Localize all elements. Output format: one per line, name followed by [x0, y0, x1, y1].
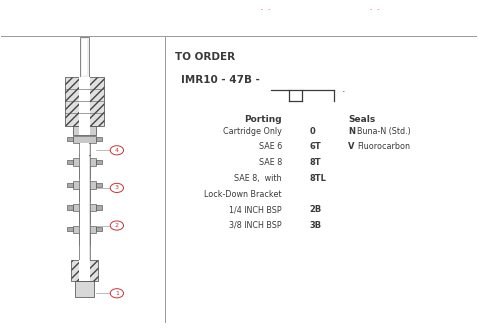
Bar	[67, 137, 73, 142]
Bar	[96, 206, 102, 210]
Bar	[78, 212, 90, 224]
Bar	[73, 158, 97, 166]
Text: SAE 6: SAE 6	[259, 143, 282, 151]
Text: SAE 8,  with: SAE 8, with	[234, 174, 282, 183]
Bar	[73, 204, 97, 212]
Text: 1/4 INCH BSP: 1/4 INCH BSP	[229, 205, 282, 214]
Bar	[78, 155, 90, 260]
Bar	[78, 166, 90, 178]
Text: 8TL: 8TL	[309, 174, 326, 183]
Text: Porting: Porting	[244, 115, 282, 124]
Bar	[79, 260, 90, 281]
Bar	[78, 188, 90, 201]
Text: Lock-Down Bracket: Lock-Down Bracket	[204, 189, 282, 199]
Text: Cartridge Only: Cartridge Only	[223, 127, 282, 136]
Text: - -: - -	[369, 7, 380, 12]
Bar	[80, 212, 89, 224]
Text: SAE 8: SAE 8	[259, 158, 282, 167]
Bar	[73, 225, 97, 233]
Bar	[80, 188, 89, 201]
Bar	[73, 136, 97, 143]
Bar	[67, 182, 73, 187]
Bar	[80, 166, 89, 178]
Text: 8T: 8T	[309, 158, 321, 167]
Text: IMR10 - 47B -: IMR10 - 47B -	[181, 75, 260, 85]
Bar	[79, 126, 90, 135]
Bar	[79, 77, 90, 126]
Text: Seals: Seals	[348, 115, 376, 124]
Bar	[67, 227, 73, 231]
Bar	[78, 233, 90, 245]
Text: 1: 1	[115, 291, 119, 296]
Text: TO ORDER: TO ORDER	[175, 52, 235, 62]
Text: 2: 2	[115, 223, 119, 228]
Text: .: .	[342, 84, 345, 94]
Bar	[67, 160, 73, 164]
Text: 0: 0	[309, 127, 315, 136]
Bar	[73, 182, 97, 188]
Text: 3/8 INCH BSP: 3/8 INCH BSP	[229, 221, 282, 230]
Text: V: V	[348, 143, 355, 151]
Text: Fluorocarbon: Fluorocarbon	[357, 143, 410, 151]
Bar	[80, 37, 89, 77]
Bar	[96, 182, 102, 187]
Bar	[72, 260, 98, 281]
Text: 3B: 3B	[309, 221, 322, 230]
Text: 2B: 2B	[309, 205, 322, 214]
Text: Buna-N (Std.): Buna-N (Std.)	[357, 127, 411, 136]
Bar	[80, 233, 89, 245]
Bar	[75, 281, 94, 297]
Bar	[78, 143, 90, 155]
Bar	[80, 143, 89, 155]
Text: N: N	[348, 127, 355, 136]
Bar	[65, 77, 104, 126]
Bar	[96, 227, 102, 231]
Bar	[67, 206, 73, 210]
Text: 6T: 6T	[309, 143, 321, 151]
Bar	[80, 155, 89, 260]
Text: 3: 3	[115, 185, 119, 190]
Text: 4: 4	[115, 148, 119, 153]
Text: - -: - -	[260, 7, 271, 12]
Bar	[96, 137, 102, 142]
Bar	[73, 126, 97, 135]
Bar	[96, 160, 102, 164]
Bar	[82, 39, 87, 75]
